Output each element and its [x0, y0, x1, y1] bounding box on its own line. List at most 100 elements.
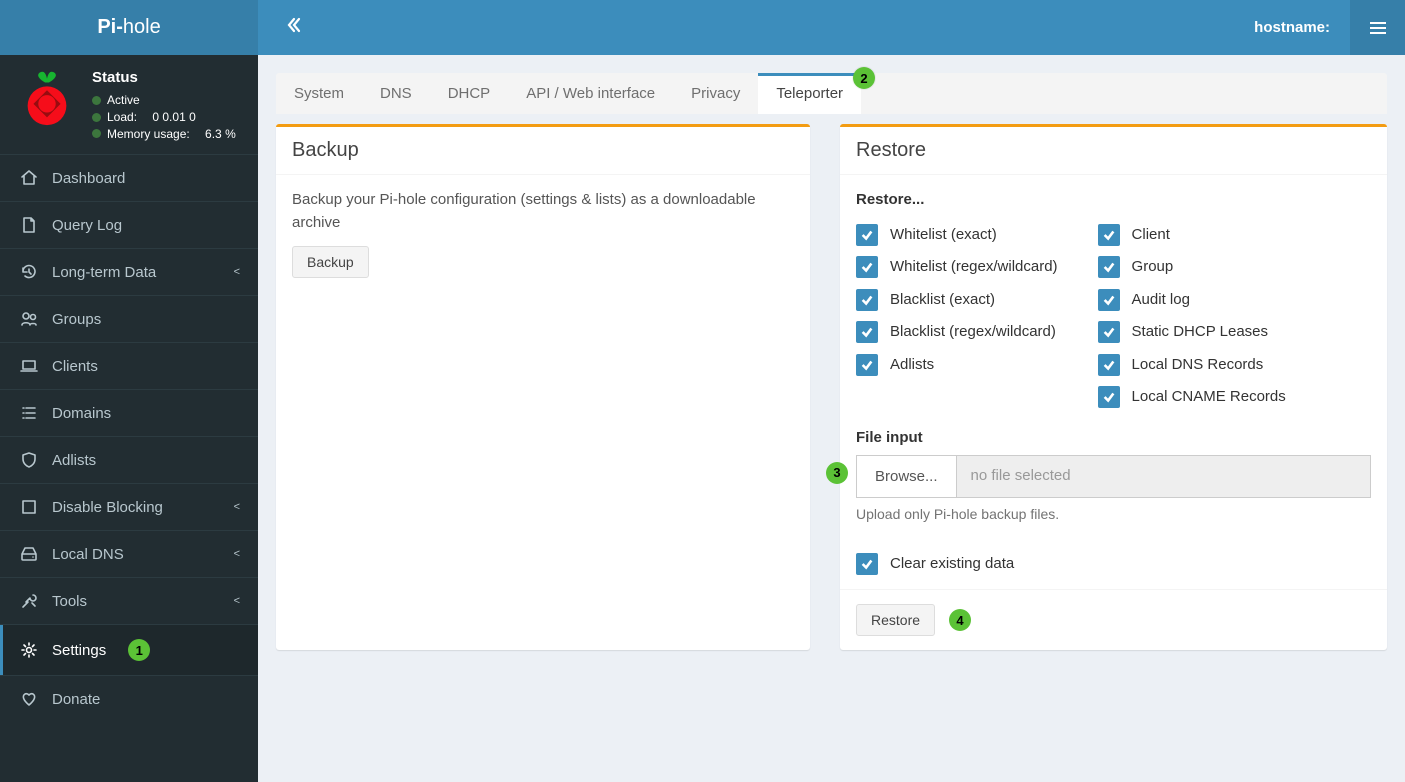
status-title: Status	[92, 67, 236, 88]
brand-suffix: hole	[123, 16, 161, 38]
tools-icon	[20, 592, 38, 610]
stop-icon	[20, 498, 38, 516]
chevron-left-icon: <	[234, 595, 240, 607]
checkbox-label: Whitelist (regex/wildcard)	[890, 256, 1058, 279]
sidebar-item-label: Domains	[52, 405, 111, 422]
chevron-left-icon: <	[234, 548, 240, 560]
checkbox-label: Local DNS Records	[1132, 354, 1264, 377]
restore-checkbox-col-1: Whitelist (exact) Whitelist (regex/wildca…	[856, 224, 1058, 409]
checkbox-label: Whitelist (exact)	[890, 224, 997, 247]
chevron-left-icon: <	[234, 266, 240, 278]
sidebar-item-localdns[interactable]: Local DNS<	[0, 531, 258, 577]
collapse-sidebar-button[interactable]	[278, 9, 310, 46]
status-panel: Status Active Load: 0 0.01 0 Memory usag…	[0, 55, 258, 154]
step-marker-1: 1	[128, 639, 150, 661]
sidebar-item-dashboard[interactable]: Dashboard	[0, 155, 258, 201]
sidebar-item-label: Donate	[52, 691, 100, 708]
tab-system[interactable]: System	[276, 73, 362, 114]
restore-option: Static DHCP Leases	[1098, 321, 1286, 344]
tab-teleporter[interactable]: Teleporter	[758, 73, 861, 114]
sidebar-item-label: Dashboard	[52, 170, 125, 187]
restore-option: Whitelist (exact)	[856, 224, 1058, 247]
sidebar-item-disable[interactable]: Disable Blocking <	[0, 484, 258, 530]
sidebar-item-adlists[interactable]: Adlists	[0, 437, 258, 483]
sidebar-item-clients[interactable]: Clients	[0, 343, 258, 389]
clear-existing-label: Clear existing data	[890, 553, 1014, 576]
checkbox-label: Blacklist (regex/wildcard)	[890, 321, 1056, 344]
pihole-logo-icon	[16, 67, 78, 129]
checkbox[interactable]	[856, 289, 878, 311]
top-header: hostname:	[258, 0, 1405, 55]
restore-option: Blacklist (exact)	[856, 289, 1058, 312]
sidebar-item-groups[interactable]: Groups	[0, 296, 258, 342]
status-active: Active	[107, 92, 140, 109]
hostname-label: hostname:	[1234, 19, 1350, 36]
file-input-label: File input	[856, 427, 1371, 450]
sidebar-item-domains[interactable]: Domains	[0, 390, 258, 436]
sidebar-item-donate[interactable]: Donate	[0, 676, 258, 722]
checkbox[interactable]	[856, 354, 878, 376]
history-icon	[20, 263, 38, 281]
sidebar-item-label: Clients	[52, 358, 98, 375]
status-mem-label: Memory usage:	[107, 126, 190, 143]
checkbox-label: Group	[1132, 256, 1174, 279]
restore-panel: Restore Restore... Whitelist (exact)Whit…	[840, 124, 1387, 650]
checkbox-label: Audit log	[1132, 289, 1190, 312]
clear-existing-checkbox[interactable]	[856, 553, 878, 575]
sidebar-item-querylog[interactable]: Query Log	[0, 202, 258, 248]
tab-dhcp[interactable]: DHCP	[430, 73, 509, 114]
users-icon	[20, 310, 38, 328]
checkbox-label: Local CNAME Records	[1132, 386, 1286, 409]
checkbox[interactable]	[856, 321, 878, 343]
drive-icon	[20, 545, 38, 563]
status-load-value: 0 0.01 0	[152, 109, 195, 126]
sidebar-item-longterm[interactable]: Long-term Data <	[0, 249, 258, 295]
file-hint: Upload only Pi-hole backup files.	[856, 504, 1371, 525]
checkbox-label: Static DHCP Leases	[1132, 321, 1268, 344]
checkbox[interactable]	[1098, 321, 1120, 343]
restore-button[interactable]: Restore	[856, 604, 935, 636]
sidebar-item-tools[interactable]: Tools <	[0, 578, 258, 624]
hamburger-icon	[1370, 22, 1386, 34]
chevron-left-icon: <	[234, 501, 240, 513]
restore-option: Whitelist (regex/wildcard)	[856, 256, 1058, 279]
sidebar-item-label: Disable Blocking	[52, 499, 163, 516]
checkbox[interactable]	[856, 256, 878, 278]
list-icon	[20, 404, 38, 422]
header-menu-button[interactable]	[1350, 0, 1405, 55]
checkbox[interactable]	[1098, 354, 1120, 376]
brand-logo[interactable]: Pi-hole	[0, 0, 258, 55]
status-mem-value: 6.3 %	[205, 126, 236, 143]
checkbox[interactable]	[1098, 289, 1120, 311]
gear-icon	[20, 641, 38, 659]
checkbox[interactable]	[1098, 224, 1120, 246]
backup-button[interactable]: Backup	[292, 246, 369, 278]
status-dot-icon	[92, 113, 101, 122]
tab-privacy[interactable]: Privacy	[673, 73, 758, 114]
restore-title: Restore	[856, 139, 926, 161]
checkbox[interactable]	[856, 224, 878, 246]
restore-option: Client	[1098, 224, 1286, 247]
file-icon	[20, 216, 38, 234]
laptop-icon	[20, 357, 38, 375]
tab-dns[interactable]: DNS	[362, 73, 430, 114]
sidebar-item-label: Groups	[52, 311, 101, 328]
step-marker-2: 2	[853, 67, 875, 89]
sidebar-item-settings[interactable]: Settings1	[0, 625, 258, 675]
restore-option: Group	[1098, 256, 1286, 279]
checkbox-label: Blacklist (exact)	[890, 289, 995, 312]
checkbox[interactable]	[1098, 256, 1120, 278]
sidebar-item-label: Adlists	[52, 452, 96, 469]
sidebar-item-label: Query Log	[52, 217, 122, 234]
browse-button[interactable]: Browse...	[856, 455, 957, 498]
home-icon	[20, 169, 38, 187]
restore-option: Local DNS Records	[1098, 354, 1286, 377]
sidebar: Pi-hole Status Active Load: 0 0.01 0 Mem…	[0, 0, 258, 782]
file-status: no file selected	[957, 455, 1371, 498]
restore-checkbox-col-2: Client Group Audit log Static DHCP Leases Lo…	[1098, 224, 1286, 409]
tab-api[interactable]: API / Web interface	[508, 73, 673, 114]
sidebar-item-label: Long-term Data	[52, 264, 156, 281]
settings-tabs: SystemDNSDHCPAPI / Web interfacePrivacyT…	[276, 73, 1387, 114]
sidebar-item-label: Tools	[52, 593, 87, 610]
checkbox[interactable]	[1098, 386, 1120, 408]
